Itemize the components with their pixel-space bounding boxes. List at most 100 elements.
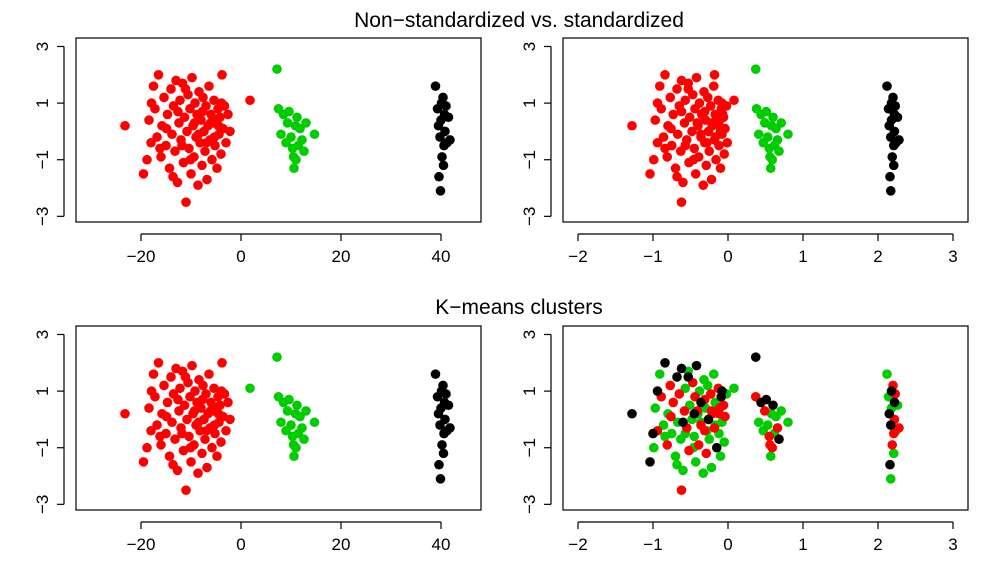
data-point <box>886 98 897 108</box>
x-tick-label: −20 <box>127 247 156 266</box>
y-tick-label: −3 <box>520 207 539 226</box>
data-point <box>217 358 227 368</box>
data-point <box>660 143 670 154</box>
x-tick-label: 1 <box>798 535 807 554</box>
data-point <box>435 186 446 196</box>
data-point <box>433 408 444 419</box>
data-point <box>750 352 761 362</box>
data-point <box>193 180 203 190</box>
data-point <box>690 391 700 402</box>
data-point <box>295 123 305 134</box>
data-point <box>689 431 700 442</box>
data-point <box>715 163 726 174</box>
data-point <box>437 152 447 162</box>
data-point <box>223 109 233 120</box>
data-point <box>759 406 770 416</box>
data-point <box>729 95 739 106</box>
y-tick-label: −1 <box>520 438 539 457</box>
y-tick-label: −3 <box>33 207 52 226</box>
data-point <box>652 137 663 148</box>
data-point <box>887 152 898 162</box>
data-point <box>705 389 716 399</box>
data-point <box>438 448 449 459</box>
data-point <box>670 451 681 462</box>
data-point <box>434 171 444 182</box>
data-point <box>753 417 764 428</box>
data-point <box>886 386 897 396</box>
data-point <box>170 434 180 445</box>
data-point <box>665 92 676 103</box>
data-point <box>146 137 156 148</box>
data-point <box>627 120 637 131</box>
data-point <box>693 440 704 450</box>
data-point <box>645 457 655 467</box>
data-point <box>193 468 203 479</box>
x-tick-label: 40 <box>432 247 451 266</box>
title-top: Non−standardized vs. standardized <box>354 9 684 32</box>
y-tick-label: 1 <box>520 98 539 107</box>
data-point <box>776 406 787 416</box>
data-point <box>223 397 233 408</box>
data-point <box>156 440 166 450</box>
data-point <box>885 171 895 182</box>
data-point <box>645 169 655 179</box>
data-point <box>209 95 219 106</box>
data-point <box>179 400 190 411</box>
data-point <box>691 72 702 83</box>
data-point <box>272 64 282 74</box>
y-tick-label: 3 <box>33 330 52 339</box>
data-point <box>717 109 728 120</box>
data-point <box>301 406 311 416</box>
data-point <box>207 442 217 453</box>
data-point <box>225 126 235 137</box>
data-point <box>701 160 712 171</box>
data-point <box>295 411 305 422</box>
data-point <box>153 70 164 80</box>
y-tick-label: 1 <box>33 386 52 395</box>
data-point <box>168 171 178 182</box>
data-point <box>162 109 173 120</box>
data-point <box>889 109 900 120</box>
data-point <box>173 106 183 117</box>
data-point <box>297 423 307 433</box>
data-point <box>433 120 444 131</box>
data-point <box>660 358 670 368</box>
data-point <box>706 174 717 185</box>
data-point <box>702 137 712 148</box>
data-point <box>200 146 210 157</box>
x-tick-label: 0 <box>236 535 245 554</box>
data-point <box>662 152 673 162</box>
x-tick-label: −20 <box>127 535 156 554</box>
data-point <box>299 146 309 157</box>
y-tick-label: −1 <box>33 438 52 457</box>
data-point <box>213 120 224 131</box>
data-point <box>691 360 702 371</box>
data-point <box>772 135 783 145</box>
data-point <box>282 406 293 416</box>
data-point <box>680 140 691 151</box>
data-point <box>692 118 703 128</box>
data-point <box>204 369 214 379</box>
data-point <box>439 109 450 120</box>
data-point <box>676 106 687 117</box>
data-point <box>764 431 775 442</box>
data-point <box>205 118 216 128</box>
data-point <box>768 400 778 411</box>
data-point <box>885 474 896 484</box>
data-point <box>284 394 294 405</box>
data-point <box>672 129 683 140</box>
data-point <box>648 442 659 453</box>
data-point <box>774 146 784 157</box>
data-point <box>688 154 699 165</box>
plot-frame <box>75 37 482 223</box>
data-point <box>718 400 729 411</box>
x-tick-label: 2 <box>873 247 882 266</box>
data-point <box>672 459 682 470</box>
data-point <box>164 451 175 462</box>
x-tick-label: 3 <box>948 535 957 554</box>
data-point <box>666 123 676 134</box>
data-point <box>182 414 192 425</box>
data-point <box>654 81 665 91</box>
data-point <box>672 372 682 382</box>
